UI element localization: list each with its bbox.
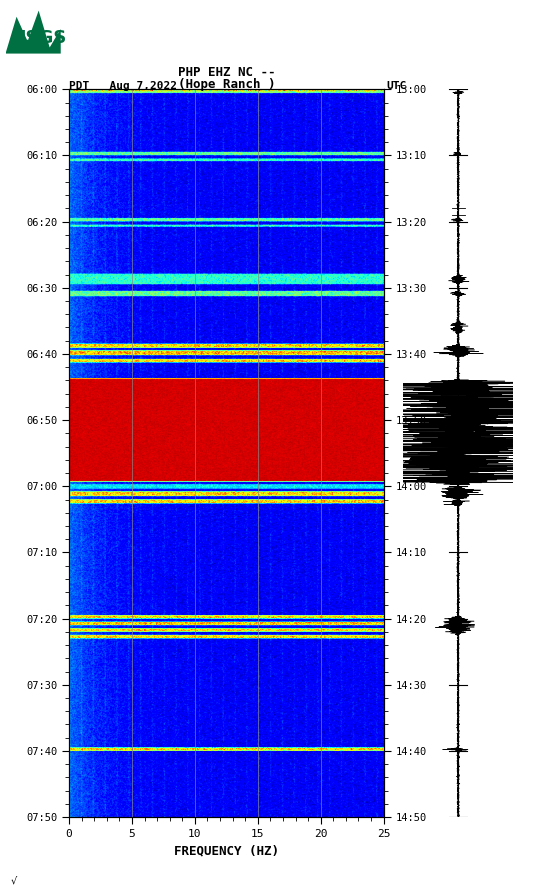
Text: √: √ [11,876,17,886]
X-axis label: FREQUENCY (HZ): FREQUENCY (HZ) [174,845,279,857]
Text: PHP EHZ NC --: PHP EHZ NC -- [178,65,275,79]
Text: UTC: UTC [386,81,407,91]
Text: (Hope Ranch ): (Hope Ranch ) [178,78,275,91]
Polygon shape [6,11,61,54]
Text: PDT   Aug 7,2022: PDT Aug 7,2022 [69,81,177,91]
Text: USGS: USGS [11,29,66,47]
